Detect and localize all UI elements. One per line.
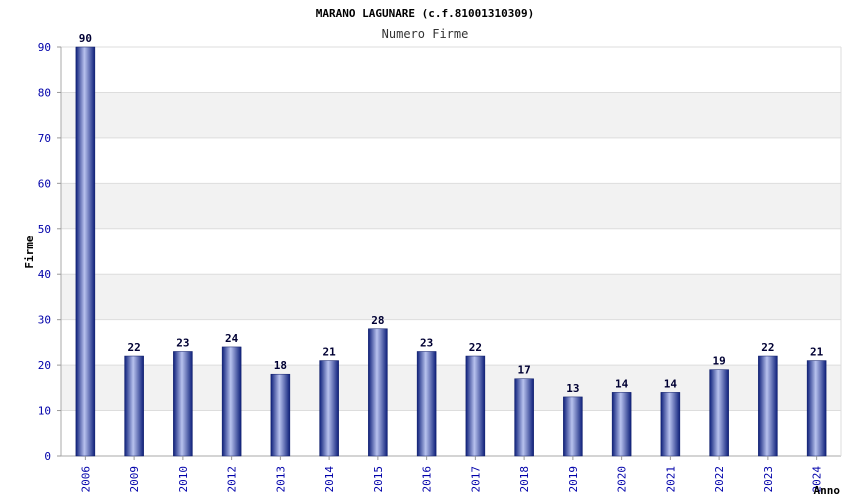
data-label: 22 [761,341,774,354]
x-tick-label: 2022 [713,466,726,493]
x-tick-label: 2021 [664,466,677,493]
y-tick-label: 60 [38,177,51,190]
x-tick-label: 2015 [372,466,385,493]
y-tick-label: 50 [38,223,51,236]
bar [806,360,827,457]
data-label: 22 [469,341,482,354]
data-label: 90 [79,32,92,45]
x-tick-label: 2006 [79,466,92,493]
x-tick-label: 2014 [323,466,336,493]
bar [270,373,291,457]
y-tick-label: 10 [38,405,51,418]
x-tick-label: 2020 [616,466,629,493]
data-label: 23 [420,336,433,349]
data-label: 14 [664,377,678,390]
x-tick-label: 2012 [226,466,239,493]
plot-band [61,92,841,138]
chart-subtitle: Numero Firme [382,27,469,41]
x-tick-label: 2023 [762,466,775,493]
x-tick-label: 2016 [421,466,434,493]
plot-band [61,274,841,320]
bar [124,355,144,457]
data-label: 19 [713,355,726,368]
bar [660,392,681,457]
data-label: 28 [371,314,384,327]
chart-title: MARANO LAGUNARE (c.f.81001310309) [316,7,535,20]
x-tick-label: 2013 [274,466,287,493]
bar [368,328,388,457]
x-tick-label: 2009 [128,466,141,493]
y-tick-label: 40 [38,268,51,281]
data-label: 14 [615,377,629,390]
data-label: 21 [810,346,824,359]
y-tick-label: 80 [38,86,51,99]
bar [709,369,729,457]
data-label: 23 [176,336,189,349]
bar [221,346,242,457]
y-tick-label: 30 [38,314,51,327]
y-axis-ticks: 0 10 20 30 40 50 60 70 80 90 [38,41,61,463]
data-label: 22 [128,341,141,354]
data-label: 13 [566,382,579,395]
y-tick-label: 90 [38,41,51,54]
bar [75,46,96,457]
x-axis-ticks: 2006 2009 2010 2012 2013 2014 2015 2016 2017 2018… [79,456,824,493]
x-tick-label: 2017 [469,466,482,493]
y-tick-label: 20 [38,359,51,372]
plot-band [61,183,841,229]
x-tick-label: 2024 [811,466,824,493]
data-label: 21 [323,346,337,359]
bar [173,351,193,457]
data-label: 17 [518,364,531,377]
bar [514,378,534,457]
bar [416,351,437,457]
bar [319,360,339,457]
bar [563,396,583,457]
data-label: 18 [274,359,287,372]
bar [758,355,778,457]
y-tick-label: 0 [44,450,51,463]
x-tick-label: 2018 [518,466,531,493]
data-labels: 90 22 23 24 18 21 28 23 22 17 13 14 14 19 22 21 [79,32,824,395]
bar [465,355,486,457]
x-axis-label: Anno [814,484,841,497]
x-tick-label: 2010 [177,466,190,493]
data-label: 24 [225,332,239,345]
bar [611,392,632,457]
x-tick-label: 2019 [567,466,580,493]
y-tick-label: 70 [38,132,51,145]
y-axis-label: Firme [23,235,36,268]
